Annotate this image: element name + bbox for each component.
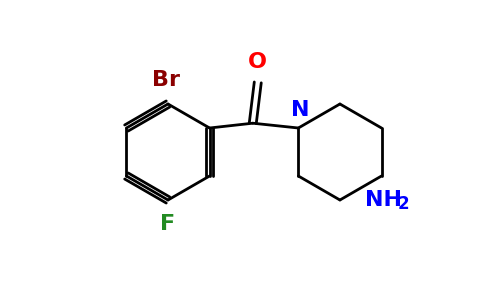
Text: NH: NH [365,190,402,210]
Text: O: O [248,52,267,72]
Text: Br: Br [152,70,180,90]
Text: N: N [291,100,310,120]
Text: 2: 2 [398,195,409,213]
Text: F: F [160,214,176,234]
